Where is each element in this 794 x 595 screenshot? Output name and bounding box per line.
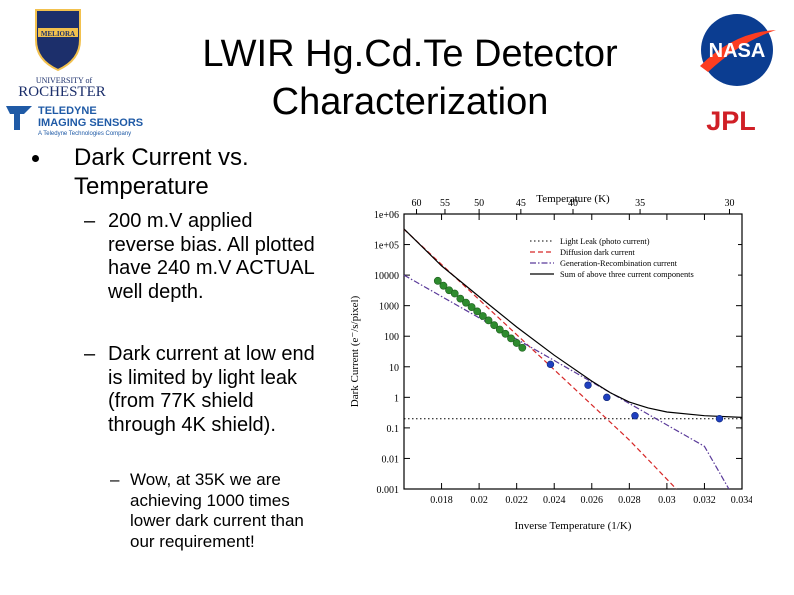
- top-tick-label: 45: [516, 198, 526, 209]
- y-tick-label: 0.001: [377, 485, 400, 496]
- ur-shield-icon: [35, 9, 81, 72]
- teledyne-logo: TELEDYNE IMAGING SENSORS A Teledyne Tech…: [6, 105, 143, 137]
- slide-title: LWIR Hg.Cd.Te Detector Characterization: [202, 33, 618, 123]
- measured-point-green: [495, 325, 504, 334]
- ur-motto: MELIORA: [41, 30, 75, 38]
- measured-point-blue: [584, 381, 592, 389]
- top-tick-label: 30: [724, 198, 734, 209]
- x-axis-label: Inverse Temperature (1/K): [515, 520, 632, 532]
- measured-point-blue: [631, 412, 639, 420]
- legend-box: [526, 235, 738, 285]
- measured-point-green: [507, 334, 515, 343]
- measured-point-green: [467, 303, 476, 311]
- teledyne-line3: A Teledyne Technologies Company: [38, 131, 131, 137]
- bullet-text: Wow, at 35K we are achieving 1000 times …: [130, 470, 304, 551]
- y-tick-label: 1000: [379, 302, 399, 313]
- ur-line2: ROCHESTER: [18, 84, 106, 98]
- x-tick-label: 0.024: [543, 495, 566, 506]
- legend-label: Diffusion dark current: [560, 248, 635, 257]
- y-tick-label: 0.1: [387, 424, 400, 435]
- measured-point-green: [484, 316, 493, 325]
- gr-line: [403, 274, 730, 490]
- x-tick-label: 0.018: [430, 495, 453, 506]
- measured-point-green: [512, 339, 521, 347]
- measured-point-blue: [546, 360, 555, 369]
- bullet-text: Dark Current vs. Temperature: [74, 144, 249, 200]
- y-tick-label: 1e+05: [374, 241, 399, 252]
- y-axis-label: Dark Current (e⁻/s/pixel): [349, 295, 361, 407]
- y-tick-label: 10000: [374, 271, 399, 282]
- measured-point-blue: [715, 414, 724, 423]
- y-tick-label: 1: [394, 393, 399, 404]
- measured-point-green: [450, 289, 459, 298]
- bullet-dash-icon: –: [84, 343, 96, 365]
- y-tick-label: 10: [389, 363, 399, 374]
- bullet-dot-icon: [32, 155, 39, 162]
- measured-point-green: [456, 294, 465, 303]
- university-of-rochester-logo: MELIORA UNIVERSITY of ROCHESTER: [18, 9, 106, 98]
- measured-point-green: [490, 321, 499, 330]
- measured-point-green: [473, 307, 482, 316]
- legend-label: Generation-Recombination current: [560, 259, 678, 268]
- teledyne-line1: TELEDYNE: [38, 105, 97, 117]
- dark-current-chart: 0.018 0.02 0.022 0.024 0.026 0.028 0.03 0.032 0.…: [349, 193, 752, 532]
- ur-line1: UNIVERSITY of: [36, 76, 93, 85]
- measured-point-green: [433, 276, 442, 285]
- top-tick-label: 55: [440, 198, 450, 209]
- legend-label: Sum of above three current components: [560, 270, 694, 279]
- bullet-dash-icon: –: [84, 210, 96, 232]
- bullet-text: 200 m.V applied reverse bias. All plotte…: [108, 210, 315, 303]
- top-tick-label: 60: [412, 198, 422, 209]
- top-tick-label: 50: [474, 198, 484, 209]
- measured-point-green: [518, 343, 527, 352]
- bullet-dash-icon: –: [110, 470, 120, 489]
- y-tick-label: 0.01: [382, 454, 400, 465]
- jpl-wordmark: JPL: [706, 106, 756, 134]
- y-tick-label: 1e+06: [374, 210, 399, 221]
- top-tick-label: 35: [635, 198, 645, 209]
- measured-point-green: [462, 298, 470, 307]
- top-axis-label: Temperature (K): [536, 193, 610, 205]
- measured-point-blue: [603, 393, 611, 402]
- x-tick-label: 0.028: [618, 495, 641, 506]
- y-tick-label: 100: [384, 332, 399, 343]
- x-tick-label: 0.026: [581, 495, 604, 506]
- teledyne-line2: IMAGING SENSORS: [38, 117, 143, 129]
- sum-line: [403, 228, 743, 418]
- x-tick-label: 0.032: [693, 495, 716, 506]
- legend-label: Light Leak (photo current): [560, 237, 650, 246]
- teledyne-mark-icon: [6, 106, 32, 130]
- measured-point-green: [478, 312, 487, 320]
- x-tick-label: 0.02: [470, 495, 488, 506]
- bullet-text: Dark current at low end is limited by li…: [108, 343, 315, 436]
- nasa-logo: NASA: [700, 14, 776, 86]
- x-tick-label: 0.034: [731, 495, 752, 506]
- x-tick-label: 0.022: [505, 495, 528, 506]
- nasa-wordmark: NASA: [709, 40, 766, 62]
- measured-point-green: [439, 281, 448, 290]
- x-tick-label: 0.03: [658, 495, 676, 506]
- top-tick-label: 40: [568, 198, 578, 209]
- jpl-logo: JPL: [706, 106, 756, 134]
- measured-point-green: [501, 329, 510, 338]
